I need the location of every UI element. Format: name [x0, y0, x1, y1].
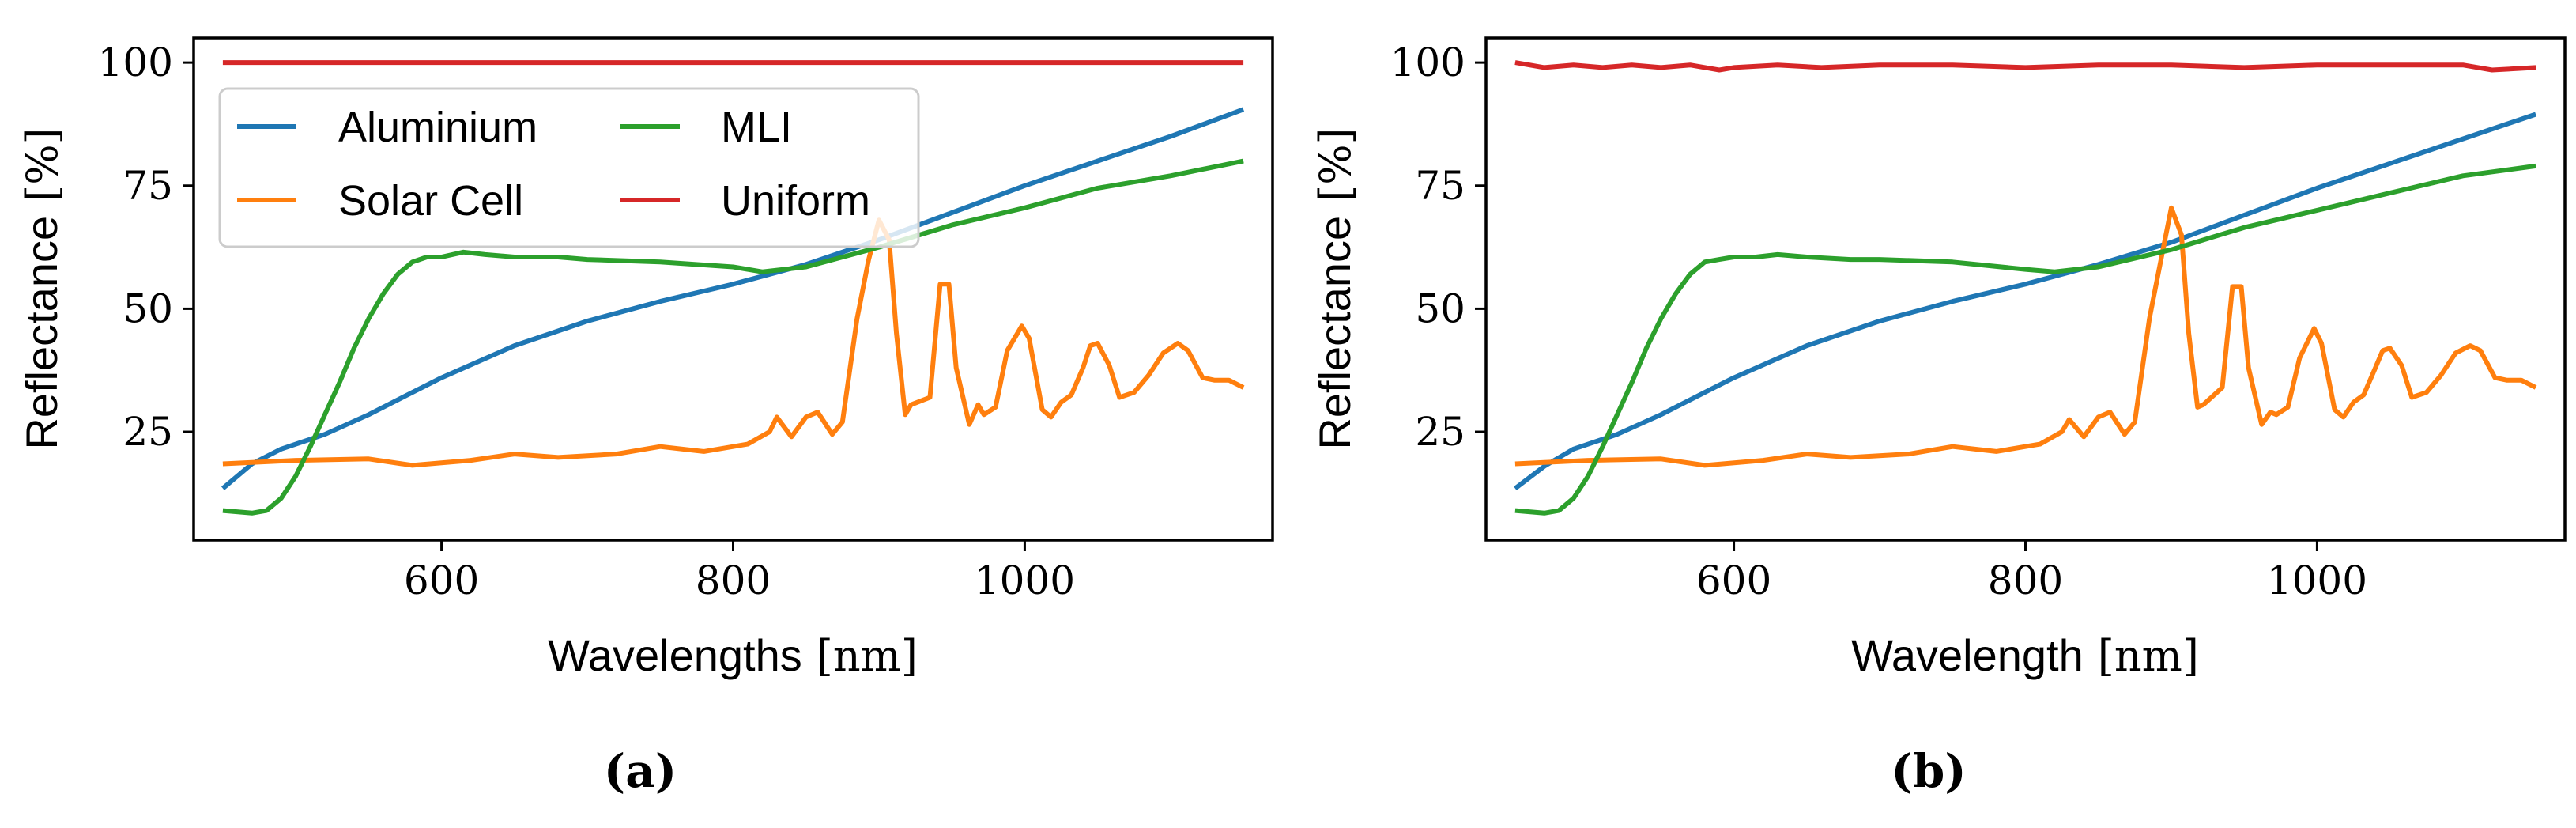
panel-a-y-tick-label: 75: [123, 163, 173, 209]
panel-b-ticks-group: 600 800 1000 25 50 75 100: [1390, 40, 2367, 603]
panel-b-x-tick-label: 600: [1696, 558, 1771, 603]
panel-a-x-tick-label: 600: [404, 558, 479, 603]
panel-a-legend: Aluminium Solar Cell MLI Uniform: [218, 87, 920, 248]
legend-label-mli: MLI: [721, 104, 792, 151]
panel-b-series-solar-cell: [1514, 205, 2537, 468]
panel-b-plot-frame: [1484, 36, 2567, 542]
panel-b-y-tick-label: 100: [1390, 40, 1465, 85]
legend-label-uniform: Uniform: [721, 177, 870, 225]
panel-a-y-tick-label: 50: [123, 285, 173, 331]
panel-b-y-axis-unit: [%]: [1311, 127, 1360, 201]
panel-b-series-uniform: [1514, 60, 2536, 73]
panel-a-series-group: [221, 60, 1245, 516]
panel-b-y-axis-title: Reflectance [%]: [1310, 127, 1360, 449]
panel-b-x-tick-label: 800: [1988, 558, 2063, 603]
panel-a-x-tick-label: 1000: [975, 558, 1075, 603]
panel-a-y-axis-title: Reflectance [%]: [17, 127, 67, 449]
panel-b-x-axis-unit: [nm]: [2098, 631, 2199, 681]
panel-b-series-group: [1514, 60, 2537, 516]
panel-a-y-tick-label: 25: [123, 409, 173, 455]
panel-a-x-axis-title: Wavelengths [nm]: [548, 630, 918, 681]
panel-a-x-axis-label: Wavelengths: [548, 630, 802, 680]
panel-a-series-solar-cell: [222, 217, 1245, 468]
panel-a-series-aluminium: [221, 107, 1245, 490]
panel-b-y-tick-label: 75: [1415, 163, 1465, 209]
panel-b-chart: 600 800 1000 25 50 75 100 Wavelength [nm] Refl…: [1310, 36, 2567, 798]
panel-a-y-tick-label: 100: [98, 40, 173, 85]
panel-a-y-axis-unit: [%]: [17, 127, 67, 201]
panel-b-series-aluminium: [1514, 112, 2537, 490]
legend-label-solar-cell: Solar Cell: [338, 177, 523, 225]
panel-b-x-tick-label: 1000: [2267, 558, 2367, 603]
panel-b-x-axis-title: Wavelength [nm]: [1851, 630, 2199, 681]
panel-a-label: (a): [604, 744, 677, 798]
panel-a-chart: 600 800 1000 25 50 75 100 Aluminium Solar Cell…: [17, 36, 1274, 798]
panel-a-y-axis-label: Reflectance: [17, 216, 66, 450]
panel-a-x-tick-label: 800: [696, 558, 771, 603]
panel-b-series-mli: [1514, 163, 2536, 516]
panel-a-x-axis-unit: [nm]: [817, 631, 918, 681]
panel-b-y-tick-label: 25: [1415, 409, 1465, 455]
legend-label-aluminium: Aluminium: [338, 104, 537, 151]
panel-b-label: (b): [1891, 744, 1966, 798]
panel-b-x-axis-label: Wavelength: [1851, 630, 2084, 680]
panel-b-y-tick-label: 50: [1415, 285, 1465, 331]
panel-b-y-axis-label: Reflectance: [1310, 216, 1360, 450]
panel-a-ticks-group: 600 800 1000 25 50 75 100: [98, 40, 1075, 603]
legend-frame: [218, 87, 920, 248]
